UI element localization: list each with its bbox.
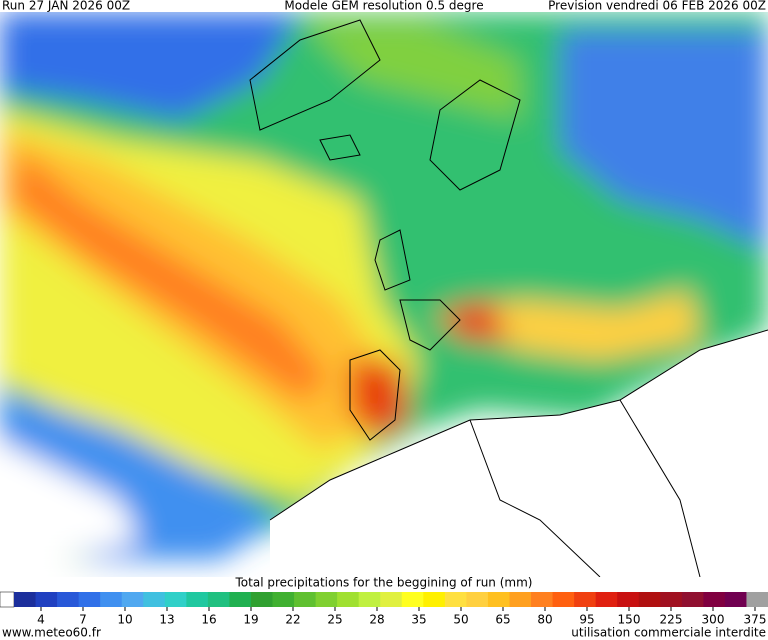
color-swatch bbox=[35, 592, 58, 607]
tick-label: 150 bbox=[618, 613, 641, 627]
color-swatch bbox=[207, 592, 230, 607]
precipitation-map bbox=[0, 12, 768, 577]
color-swatch bbox=[401, 592, 424, 607]
legend-title: Total precipitations for the beggining o… bbox=[235, 576, 533, 590]
colorbar bbox=[14, 592, 768, 607]
color-swatch bbox=[380, 592, 403, 607]
color-swatch bbox=[574, 592, 597, 607]
color-swatch bbox=[746, 592, 768, 607]
site-label: www.meteo60.fr bbox=[2, 626, 101, 640]
tick-label: 13 bbox=[159, 613, 174, 627]
coastlines bbox=[249, 19, 768, 577]
color-swatch bbox=[337, 592, 360, 607]
color-swatch bbox=[358, 592, 381, 607]
color-swatch bbox=[660, 592, 683, 607]
color-swatch bbox=[552, 592, 575, 607]
tick-label: 28 bbox=[369, 613, 384, 627]
tick-label: 19 bbox=[243, 613, 258, 627]
color-swatch bbox=[143, 592, 166, 607]
color-swatch bbox=[681, 592, 704, 607]
tick-label: 25 bbox=[327, 613, 342, 627]
tick-label: 35 bbox=[411, 613, 426, 627]
color-swatch bbox=[78, 592, 101, 607]
color-swatch bbox=[14, 592, 37, 607]
run-label: Run 27 JAN 2026 00Z bbox=[2, 0, 130, 13]
forecast-label: Prevision vendredi 06 FEB 2026 00Z bbox=[548, 0, 766, 13]
color-swatch bbox=[164, 592, 187, 607]
color-swatch bbox=[595, 592, 618, 607]
color-swatch bbox=[250, 592, 274, 607]
tick-label: 50 bbox=[453, 613, 468, 627]
tick-label: 4 bbox=[37, 613, 45, 627]
tick-label: 95 bbox=[579, 613, 594, 627]
color-swatch bbox=[121, 592, 144, 607]
tick-label: 22 bbox=[285, 613, 300, 627]
color-swatch bbox=[444, 592, 467, 607]
color-swatch bbox=[294, 592, 317, 607]
tick-label: 80 bbox=[537, 613, 552, 627]
tick-label: 7 bbox=[79, 613, 87, 627]
color-swatch bbox=[100, 592, 123, 607]
color-swatch bbox=[229, 592, 252, 607]
tick-label: 65 bbox=[495, 613, 510, 627]
color-swatch bbox=[487, 592, 510, 607]
legend-zero-swatch bbox=[0, 591, 15, 608]
color-swatch bbox=[509, 592, 532, 607]
color-swatch bbox=[703, 592, 726, 607]
color-swatch bbox=[617, 592, 640, 607]
color-swatch bbox=[423, 592, 446, 607]
color-swatch bbox=[57, 592, 80, 607]
tick-label: 375 bbox=[744, 613, 767, 627]
tick-label: 300 bbox=[702, 613, 725, 627]
color-swatch bbox=[315, 592, 338, 607]
model-label: Modele GEM resolution 0.5 degre bbox=[284, 0, 483, 13]
tick-label: 10 bbox=[117, 613, 132, 627]
tick-label: 16 bbox=[201, 613, 216, 627]
tick-label: 225 bbox=[660, 613, 683, 627]
color-swatch bbox=[724, 592, 747, 607]
color-swatch bbox=[186, 592, 209, 607]
color-swatch bbox=[272, 592, 295, 607]
color-swatch bbox=[638, 592, 661, 607]
color-swatch bbox=[466, 592, 489, 607]
colorbar-ticks: 4 7 10 13 16 19 22 25 28 35 50 65 80 95 150 225 300 375 bbox=[37, 607, 766, 627]
notice-label: utilisation commerciale interdite bbox=[571, 626, 766, 640]
color-swatch bbox=[531, 592, 554, 607]
